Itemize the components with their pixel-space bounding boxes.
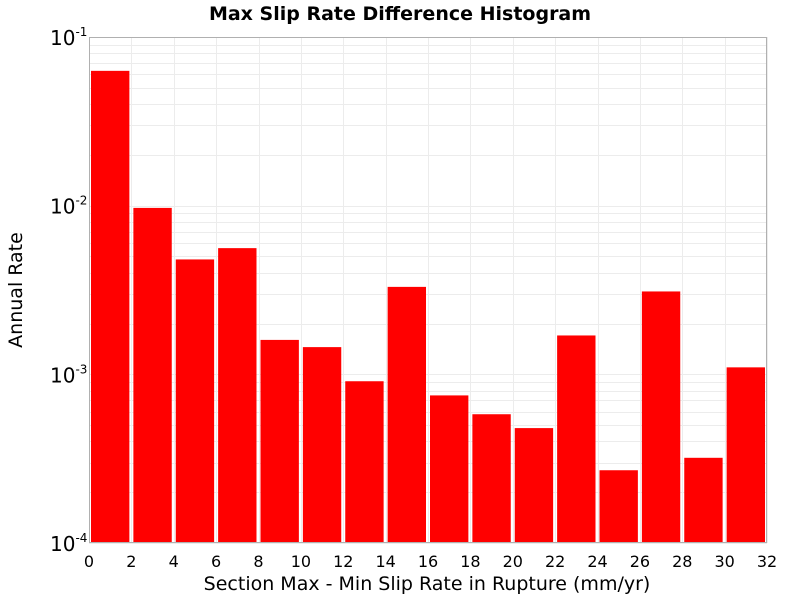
histogram-bar [599, 470, 638, 543]
x-tick-label: 26 [630, 552, 650, 571]
x-tick-label: 12 [333, 552, 353, 571]
x-tick-label: 24 [587, 552, 607, 571]
x-tick-label: 14 [375, 552, 395, 571]
y-tick-label: 10-3 [50, 362, 87, 387]
y-axis-label: Annual Rate [5, 232, 27, 348]
histogram-bar [387, 286, 426, 543]
x-tick-label: 32 [757, 552, 777, 571]
x-axis-ticks: 0 2 4 6 8 10 12 14 16 18 20 22 24 26 28 30 32 [84, 552, 777, 571]
x-tick-label: 2 [126, 552, 136, 571]
y-tick-label: 10-2 [50, 194, 87, 219]
x-tick-label: 28 [672, 552, 692, 571]
chart-title: Max Slip Rate Difference Histogram [209, 3, 591, 25]
histogram-bar [641, 291, 681, 543]
histogram-bar [133, 207, 172, 543]
x-tick-label: 22 [545, 552, 565, 571]
x-tick-label: 4 [169, 552, 179, 571]
histogram-bar [345, 381, 384, 543]
histogram-bar [430, 395, 469, 543]
histogram-bar [91, 70, 130, 544]
plot-border [89, 37, 767, 543]
bar-series [91, 70, 765, 544]
x-tick-label: 8 [253, 552, 263, 571]
x-tick-label: 16 [418, 552, 438, 571]
histogram-bar [557, 335, 596, 543]
x-tick-label: 18 [460, 552, 480, 571]
histogram-bar [472, 414, 511, 543]
histogram-bar [218, 248, 257, 543]
histogram-bar [684, 457, 723, 543]
x-axis-label: Section Max - Min Slip Rate in Rupture (… [204, 573, 651, 595]
x-tick-label: 10 [291, 552, 311, 571]
x-tick-label: 0 [84, 552, 94, 571]
x-tick-label: 20 [503, 552, 523, 571]
x-tick-label: 6 [211, 552, 221, 571]
histogram-bar [302, 347, 342, 543]
histogram-bar [514, 428, 554, 543]
histogram-bar [260, 339, 299, 543]
x-tick-label: 30 [714, 552, 734, 571]
y-tick-label: 10-4 [50, 531, 87, 556]
histogram-bar [175, 259, 215, 543]
y-tick-label: 10-1 [50, 25, 87, 50]
y-axis-ticks: 10-4 10-3 10-2 10-1 [50, 25, 87, 556]
histogram-bar [726, 367, 765, 543]
